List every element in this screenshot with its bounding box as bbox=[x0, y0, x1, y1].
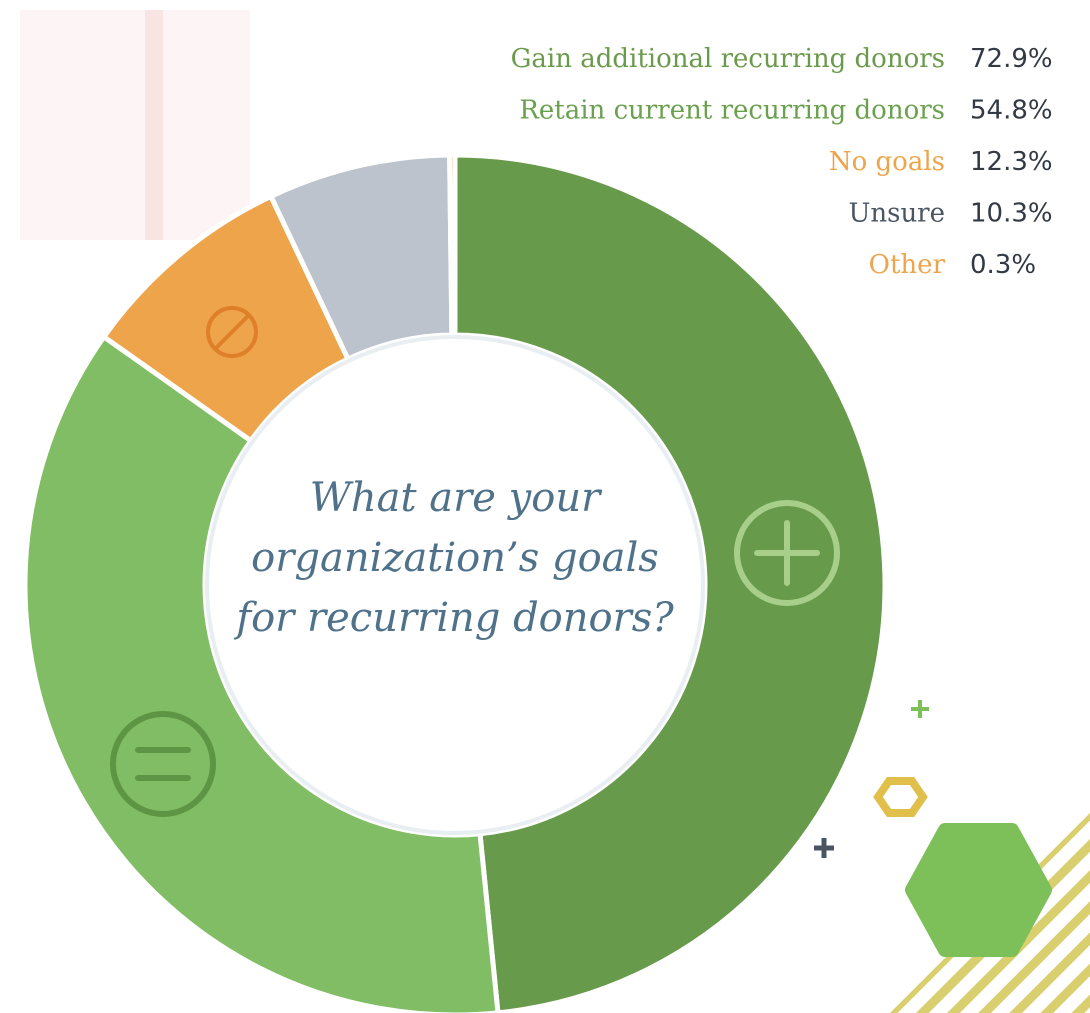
legend-label: Other bbox=[869, 250, 946, 280]
legend-label: Gain additional recurring donors bbox=[511, 44, 945, 74]
legend-value: 10.3% bbox=[970, 199, 1053, 229]
legend-value: 54.8% bbox=[970, 96, 1053, 126]
decor-plus bbox=[814, 838, 834, 858]
legend-value: 12.3% bbox=[970, 147, 1053, 177]
background-stripe bbox=[145, 10, 163, 240]
chart-title: What are your organization’s goals for r… bbox=[235, 468, 675, 648]
legend-value: 0.3% bbox=[970, 250, 1036, 280]
donut-segment bbox=[450, 155, 455, 335]
decor-plus bbox=[911, 700, 929, 718]
legend-label: Unsure bbox=[848, 199, 945, 229]
page: {"chart_data": {"type": "donut", "title"… bbox=[0, 0, 1090, 1013]
legend-label: Retain current recurring donors bbox=[519, 96, 945, 126]
legend-label: No goals bbox=[829, 147, 945, 177]
decor-hexagon bbox=[912, 830, 1045, 950]
decor-hexagon bbox=[878, 781, 923, 813]
legend-value: 72.9% bbox=[970, 44, 1053, 74]
background-tint bbox=[20, 10, 250, 240]
